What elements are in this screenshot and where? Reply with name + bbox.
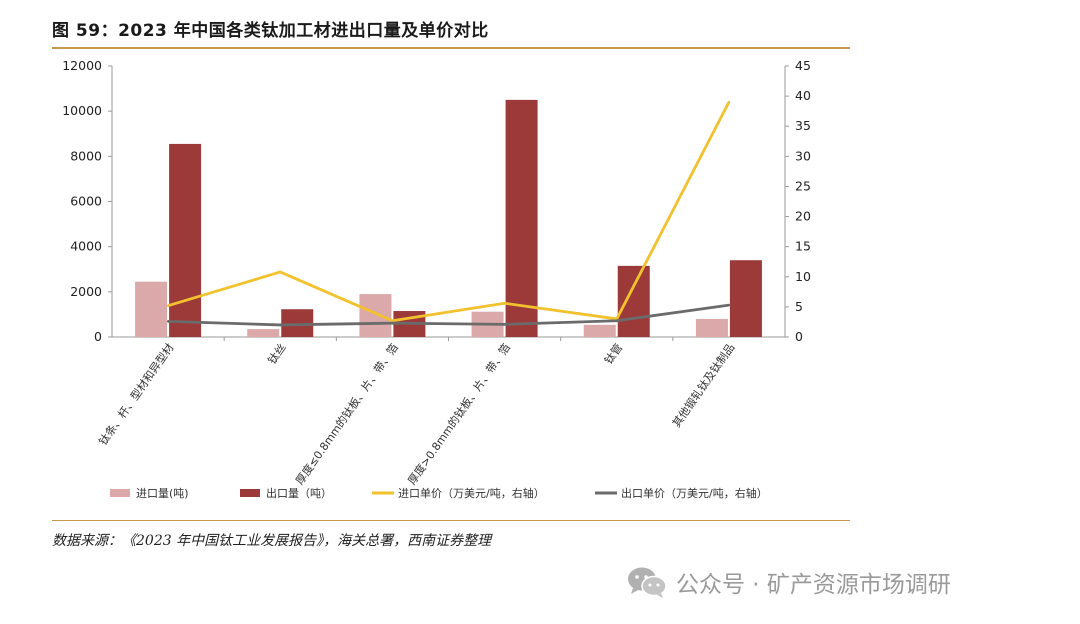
category-label: 厚度≤0.8mm的钛板、片、带、箔 [292, 341, 400, 488]
right-tick-label: 0 [795, 329, 803, 344]
category-label: 钛条、杆、型材和异型材 [96, 341, 177, 448]
legend-label: 出口量（吨） [266, 486, 332, 500]
plot-area: 0 2000 4000 6000 8000 10000 12000 0 5 10 15 20 25 30 3… [62, 58, 811, 500]
export-price-point [391, 321, 394, 325]
figure-title: 图 59：2023 年中国各类钛加工材进出口量及单价对比 [52, 21, 489, 41]
import-volume-bar [135, 281, 168, 337]
export-volume-bar [617, 265, 650, 337]
right-tick-label: 15 [795, 239, 811, 254]
import-volume-bar [247, 329, 280, 337]
legend-swatch [240, 489, 260, 497]
source-note: 数据来源：《2023 年中国钛工业发展报告》，海关总署，西南证券整理 [52, 533, 492, 549]
right-tick-label: 45 [795, 58, 811, 73]
category-label: 厚度>0.8mm的钛板、片、带、箔 [405, 341, 513, 488]
export-volume-bar [169, 143, 202, 337]
left-tick-label: 2000 [70, 284, 102, 299]
category-label: 钛丝 [265, 341, 289, 367]
left-tick-label: 0 [94, 329, 102, 344]
import-price-line [167, 101, 731, 323]
watermark: 公众号 · 矿产资源市场调研 [626, 562, 951, 602]
export-price-point [279, 323, 282, 327]
right-tick-label: 10 [795, 269, 811, 284]
top-rule [52, 47, 850, 49]
import-price-point [727, 100, 731, 104]
legend-label: 进口量(吨) [136, 487, 189, 500]
export-volume-bar [729, 260, 762, 337]
right-tick-label: 40 [795, 88, 811, 103]
export-volume-bar [505, 99, 538, 337]
combo-chart: 0 2000 4000 6000 8000 10000 12000 0 5 10 15 20 25 30 3… [62, 58, 811, 500]
export-price-point [615, 319, 618, 322]
wechat-icon [628, 567, 667, 598]
category-label: 钛管 [601, 341, 625, 367]
left-tick-label: 4000 [70, 239, 102, 254]
category-label: 其他锻轧钛及钛制品 [669, 341, 737, 430]
right-tick-label: 35 [795, 118, 811, 133]
export-price-point [727, 303, 731, 307]
legend-swatch [110, 489, 130, 497]
left-tick-label: 12000 [62, 58, 102, 73]
watermark-text: 公众号 · 矿产资源市场调研 [676, 572, 951, 598]
right-tick-label: 5 [795, 299, 803, 314]
right-tick-label: 20 [795, 209, 811, 224]
left-tick-label: 6000 [70, 194, 102, 209]
legend-label: 出口单价（万美元/吨，右轴） [621, 486, 768, 500]
import-volume-bar [583, 324, 616, 337]
import-volume-bar [695, 318, 728, 337]
right-tick-label: 30 [795, 148, 811, 163]
export-price-line [168, 303, 730, 327]
import-price-point [166, 304, 170, 307]
import-price-point [503, 302, 506, 305]
export-price-point [166, 320, 170, 323]
left-tick-label: 10000 [62, 103, 102, 118]
import-price-point [391, 319, 394, 322]
export-price-point [503, 323, 506, 326]
left-tick-label: 8000 [70, 148, 102, 163]
bottom-rule [52, 520, 850, 521]
import-volume-bar [359, 294, 392, 337]
right-tick-label: 25 [795, 178, 811, 193]
legend-label: 进口单价（万美元/吨，右轴） [398, 486, 545, 500]
import-price-point [279, 270, 282, 274]
